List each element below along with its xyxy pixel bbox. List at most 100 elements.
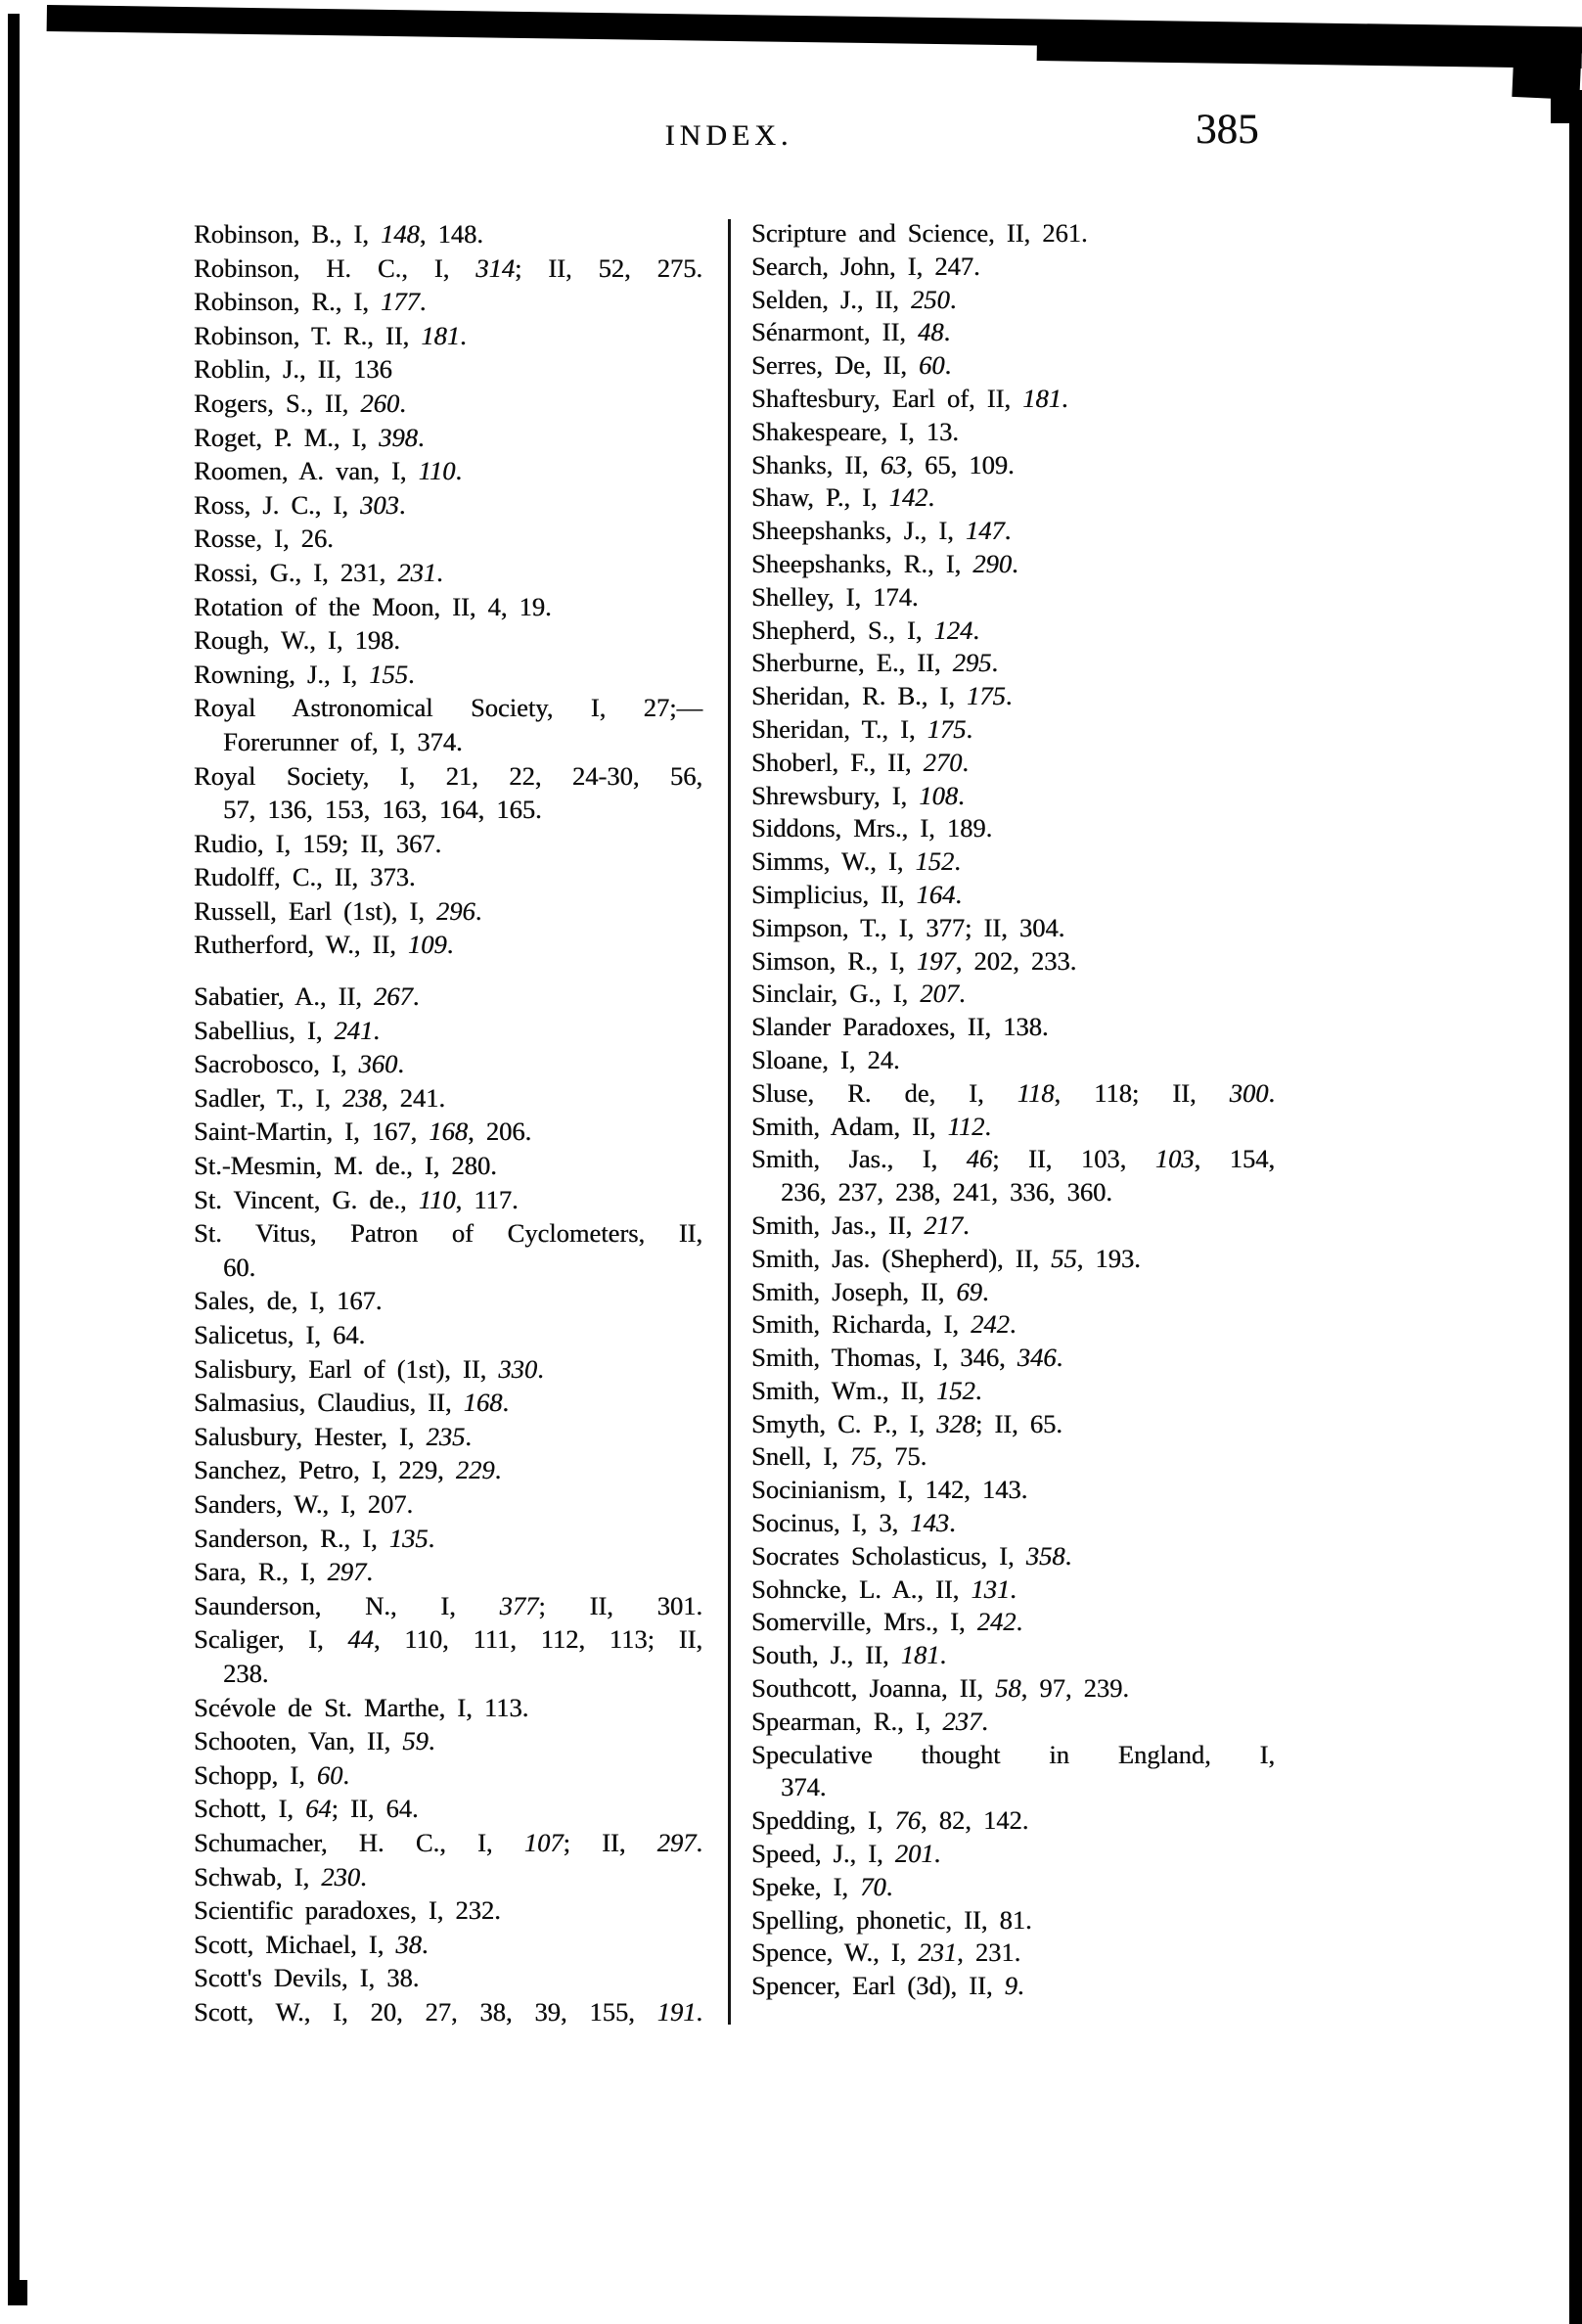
index-entry-line: Sara, R., I, 297.	[194, 1557, 373, 1587]
index-entry-line: Somerville, Mrs., I, 242.	[751, 1607, 1023, 1637]
index-entry-line: Siddons, Mrs., I, 189.	[751, 813, 993, 843]
index-entry-line: Sheridan, T., I, 175.	[751, 713, 973, 744]
scan-left-edge-nub	[17, 2280, 27, 2305]
index-entry-line: St.-Mesmin, M. de., I, 280.	[194, 1151, 497, 1181]
index-entry-line: Sheepshanks, J., I, 147.	[751, 516, 1012, 546]
index-entry-line: Rossi, G., I, 231, 231.	[194, 557, 443, 587]
index-entry-line: Salusbury, Hester, I, 235.	[194, 1421, 472, 1451]
index-entry-line: Smith, Thomas, I, 346, 346.	[751, 1343, 1063, 1373]
index-entry-line: Scévole de St. Marthe, I, 113.	[194, 1692, 529, 1722]
index-entry-line: Rutherford, W., II, 109.	[194, 930, 454, 960]
index-entry-line: St. Vincent, G. de., 110, 117.	[194, 1184, 519, 1214]
index-entry-line: St. Vitus, Patron of Cyclometers, II,	[194, 1218, 702, 1249]
scan-right-edge-bar	[1569, 108, 1582, 2324]
index-entry-line: Schopp, I, 60.	[194, 1759, 349, 1790]
index-entry-line: Scott, Michael, I, 38.	[194, 1929, 429, 1959]
index-entry-line: Speculative thought in England, I,	[751, 1739, 1275, 1769]
index-entry-line: Scientific paradoxes, I, 232.	[194, 1895, 501, 1926]
index-entry-line: Schott, I, 64; II, 64.	[194, 1794, 419, 1824]
index-left-column: Robinson, B., I, 148, 148. Robinson, H. C…	[194, 217, 702, 2028]
index-entry-line: Simplicius, II, 164.	[751, 879, 962, 909]
index-entry-line: Speed, J., I, 201.	[751, 1839, 941, 1869]
index-entry-line: Robinson, R., I, 177.	[194, 287, 427, 317]
index-entry-line: Rogers, S., II, 260.	[194, 387, 406, 418]
index-entry-line: Smith, Jas., I, 46; II, 103, 103, 154,	[751, 1144, 1275, 1174]
index-entry-line: Spearman, R., I, 237.	[751, 1706, 988, 1736]
index-entry-line: Shrewsbury, I, 108.	[751, 780, 965, 810]
index-entry-line: Rudio, I, 159; II, 367.	[194, 828, 442, 858]
index-entry-line: Simson, R., I, 197, 202, 233.	[751, 945, 1077, 976]
index-entry-line: Scott, W., I, 20, 27, 38, 39, 155, 191.	[194, 1996, 702, 2027]
index-entry-line: Rowning, J., I, 155.	[194, 659, 415, 689]
index-entry-line: Shepherd, S., I, 124.	[751, 615, 979, 645]
index-entry-line: Salisbury, Earl of (1st), II, 330.	[194, 1353, 544, 1384]
index-entry-line: Sales, de, I, 167.	[194, 1286, 383, 1316]
index-entry-line: Rough, W., I, 198.	[194, 625, 400, 656]
index-entry-line: 236, 237, 238, 241, 336, 360.	[781, 1177, 1112, 1208]
index-entry-line: Spence, W., I, 231, 231.	[751, 1937, 1021, 1968]
index-entry-line: Robinson, H. C., I, 314; II, 52, 275.	[194, 252, 702, 283]
section-gap	[194, 962, 702, 980]
index-entry-line: Smyth, C. P., I, 328; II, 65.	[751, 1408, 1062, 1438]
index-entry-line: Socinianism, I, 142, 143.	[751, 1475, 1028, 1505]
index-entry-line: Sohncke, L. A., II, 131.	[751, 1573, 1017, 1604]
index-entry-line: Spelling, phonetic, II, 81.	[751, 1904, 1032, 1935]
index-entry-line: Slander Paradoxes, II, 138.	[751, 1012, 1049, 1042]
index-entry-line: Rosse, I, 26.	[194, 524, 334, 554]
page-number: 385	[1196, 107, 1259, 153]
index-entry-line: Schooten, Van, II, 59.	[194, 1726, 435, 1756]
index-entry-line: Roget, P. M., I, 398.	[194, 422, 425, 452]
index-entry-line: Smith, Richarda, I, 242.	[751, 1309, 1017, 1340]
index-entry-line: Search, John, I, 247.	[751, 251, 980, 281]
index-entry-line: Salicetus, I, 64.	[194, 1320, 366, 1349]
index-entry-line: Robinson, T. R., II, 181.	[194, 320, 467, 350]
index-entry-line: Saunderson, N., I, 377; II, 301.	[194, 1590, 702, 1620]
index-entry-line: 374.	[781, 1772, 827, 1802]
index-entry-line: South, J., II, 181.	[751, 1640, 947, 1670]
index-entry-line: Roomen, A. van, I, 110.	[194, 456, 462, 486]
index-entry-line: Schwab, I, 230.	[194, 1861, 367, 1891]
index-entry-line: Spencer, Earl (3d), II, 9.	[751, 1971, 1024, 2001]
index-entry-line: Smith, Wm., II, 152.	[751, 1375, 982, 1405]
index-entry-line: Saint-Martin, I, 167, 168, 206.	[194, 1116, 532, 1147]
index-entry-line: Shelley, I, 174.	[751, 581, 919, 612]
index-entry-line: Russell, Earl (1st), I, 296.	[194, 895, 482, 926]
index-entry-line: Sinclair, G., I, 207.	[751, 979, 966, 1009]
index-entry-line: Sherburne, E., II, 295.	[751, 648, 998, 678]
index-entry-line: Sheridan, R. B., I, 175.	[751, 681, 1013, 711]
index-entry-line: 57, 136, 153, 163, 164, 165.	[223, 795, 542, 825]
index-entry-line: Smith, Jas. (Shepherd), II, 55, 193.	[751, 1243, 1141, 1273]
index-entry-line: Salmasius, Claudius, II, 168.	[194, 1388, 509, 1418]
index-entry-line: Robinson, B., I, 148, 148.	[194, 219, 483, 249]
index-entry-line: Sluse, R. de, I, 118, 118; II, 300.	[751, 1077, 1276, 1108]
index-entry-line: Sadler, T., I, 238, 241.	[194, 1082, 445, 1113]
index-entry-line: Smith, Adam, II, 112.	[751, 1111, 991, 1141]
index-entry-line: Simpson, T., I, 377; II, 304.	[751, 912, 1065, 942]
index-entry-line: Simms, W., I, 152.	[751, 846, 961, 877]
index-entry-line: Selden, J., II, 250.	[751, 284, 957, 314]
index-entry-line: Sheepshanks, R., I, 290.	[751, 548, 1018, 578]
index-entry-line: Sanders, W., I, 207.	[194, 1488, 414, 1519]
index-entry-line: Sacrobosco, I, 360.	[194, 1049, 404, 1079]
index-entry-line: Spedding, I, 76, 82, 142.	[751, 1805, 1029, 1836]
column-divider-rule	[728, 219, 731, 2025]
index-entry-line: Rotation of the Moon, II, 4, 19.	[194, 591, 552, 621]
index-entry-line: Scripture and Science, II, 261.	[751, 218, 1088, 248]
index-entry-line: Sabellius, I, 241.	[194, 1015, 380, 1045]
index-entry-line: Snell, I, 75, 75.	[751, 1441, 927, 1472]
index-entry-line: Sabatier, A., II, 267.	[194, 981, 420, 1012]
index-entry-line: Socrates Scholasticus, I, 358.	[751, 1540, 1072, 1571]
index-entry-line: Socinus, I, 3, 143.	[751, 1508, 956, 1538]
index-entry-line: Schumacher, H. C., I, 107; II, 297.	[194, 1827, 702, 1857]
index-entry-line: Scott's Devils, I, 38.	[194, 1963, 420, 1993]
index-entry-line: Forerunner of, I, 374.	[223, 726, 463, 756]
page-title: INDEX.	[664, 119, 793, 152]
index-entry-line: Shaw, P., I, 142.	[751, 482, 935, 513]
index-entry-line: Shaftesbury, Earl of, II, 181.	[751, 383, 1068, 413]
index-entry-line: Royal Society, I, 21, 22, 24-30, 56,	[194, 760, 702, 791]
index-entry-line: Southcott, Joanna, II, 58, 97, 239.	[751, 1673, 1129, 1704]
index-entry-line: Roblin, J., II, 136	[194, 354, 392, 385]
index-entry-line: Royal Astronomical Society, I, 27;—	[194, 693, 702, 723]
index-right-column: Scripture and Science, II, 261. Search, J…	[751, 217, 1275, 2003]
